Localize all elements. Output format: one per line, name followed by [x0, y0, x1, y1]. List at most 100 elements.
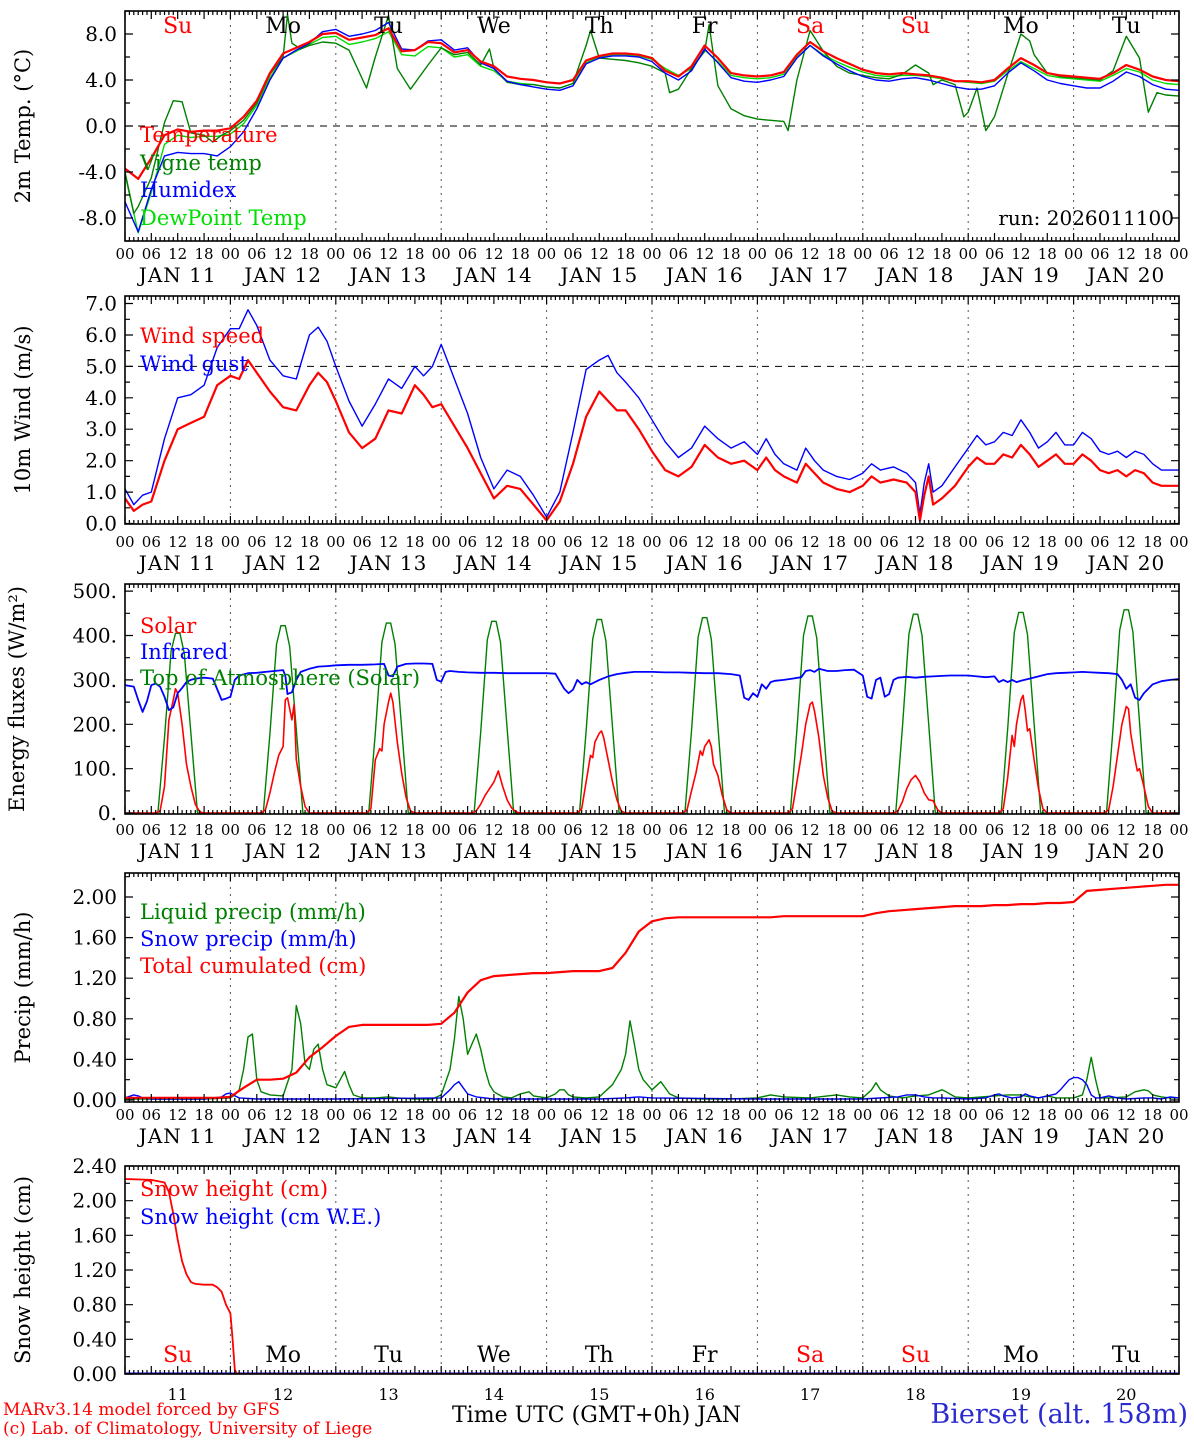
day-label: JAN 19 — [980, 263, 1060, 287]
axis-ticks — [124, 873, 1180, 1102]
legend-label: Humidex — [140, 178, 236, 202]
x-axis-title: Time UTC (GMT+0h) JAN — [452, 1403, 742, 1428]
hour-tick-label: 06 — [353, 533, 372, 551]
weekday-label: We — [477, 1343, 511, 1368]
hour-tick-label: 06 — [669, 821, 688, 839]
hour-tick-label: 00 — [326, 1106, 345, 1124]
hour-tick-label: 18 — [1038, 245, 1057, 263]
day-number-label: 17 — [800, 1385, 820, 1404]
hour-tick-label: 18 — [932, 821, 951, 839]
day-number-label: 11 — [168, 1385, 188, 1404]
hour-tick-label: 06 — [774, 245, 793, 263]
hour-tick-label: 00 — [326, 821, 345, 839]
hour-tick-label: 00 — [537, 1106, 556, 1124]
day-label: JAN 18 — [875, 551, 955, 575]
hour-tick-label: 00 — [642, 1106, 661, 1124]
day-label: JAN 11 — [137, 1124, 217, 1148]
legend-label: Snow height (cm) — [140, 1177, 328, 1201]
hour-tick-label: 12 — [906, 533, 925, 551]
hour-tick-label: 18 — [405, 1106, 424, 1124]
weekday-label: Tu — [374, 1343, 403, 1368]
hour-tick-label: 06 — [142, 821, 161, 839]
legend-label: Wind speed — [140, 324, 264, 348]
weekday-label: Su — [901, 14, 930, 39]
weekday-label: We — [477, 14, 511, 39]
hour-tick-label: 00 — [959, 245, 978, 263]
hour-tick-label: 12 — [168, 821, 187, 839]
weekday-label: Mo — [265, 14, 301, 39]
day-label: JAN 14 — [453, 1124, 533, 1148]
y-axis-title: 2m Temp. (°C) — [11, 49, 35, 203]
day-label: JAN 15 — [558, 263, 638, 287]
hour-tick-label: 12 — [274, 1106, 293, 1124]
day-label: JAN 16 — [664, 551, 744, 575]
day-label: JAN 12 — [242, 551, 322, 575]
hour-tick-label: 06 — [563, 1106, 582, 1124]
hour-tick-label: 00 — [853, 533, 872, 551]
hour-tick-label: 12 — [695, 245, 714, 263]
y-tick-label: 0.00 — [72, 1362, 117, 1386]
hour-tick-label: 06 — [247, 1106, 266, 1124]
hour-tick-label: 06 — [563, 533, 582, 551]
panel-snow: 2.40 2.00 1.60 1.20 0.80 0.40 0.00 Snow height … — [11, 1154, 1180, 1404]
hour-tick-label: 00 — [853, 245, 872, 263]
model-credit-line1: MARv3.14 model forced by GFS — [3, 1400, 280, 1420]
hour-tick-label: 00 — [1064, 821, 1083, 839]
hour-tick-label: 12 — [590, 1106, 609, 1124]
y-tick-label: 1.20 — [72, 966, 117, 990]
day-label: JAN 13 — [348, 1124, 428, 1148]
day-label: JAN 15 — [558, 551, 638, 575]
y-tick-label: 0. — [98, 801, 117, 825]
day-number-label: 13 — [378, 1385, 398, 1404]
hour-tick-label: 18 — [932, 1106, 951, 1124]
y-tick-label: 4.0 — [85, 68, 117, 92]
y-tick-label: 7.0 — [85, 292, 117, 316]
weekday-label: Sa — [796, 1343, 824, 1368]
hour-tick-label: 12 — [1011, 1106, 1030, 1124]
hour-tick-label: 00 — [1064, 533, 1083, 551]
y-tick-label: 8.0 — [85, 22, 117, 46]
hour-tick-label: 00 — [1064, 245, 1083, 263]
legend-label: Liquid precip (mm/h) — [140, 900, 366, 924]
hour-tick-label: 00 — [432, 533, 451, 551]
legend-label: Wind gust — [140, 352, 248, 376]
hour-tick-label: 00 — [537, 533, 556, 551]
y-tick-label: 0.80 — [72, 1007, 117, 1031]
hour-tick-label: 00 — [748, 245, 767, 263]
day-label: JAN 19 — [980, 551, 1060, 575]
hour-tick-label: 06 — [458, 533, 477, 551]
day-label: JAN 19 — [980, 839, 1060, 863]
hour-tick-label: 18 — [1038, 821, 1057, 839]
hour-tick-label: 06 — [458, 245, 477, 263]
hour-tick-label: 06 — [669, 533, 688, 551]
day-label: JAN 17 — [769, 263, 849, 287]
hour-tick-label: 00 — [1064, 1106, 1083, 1124]
day-label: JAN 17 — [769, 839, 849, 863]
day-label: JAN 19 — [980, 1124, 1060, 1148]
y-tick-label: 5.0 — [85, 354, 117, 378]
hour-tick-label: 06 — [458, 1106, 477, 1124]
day-label: JAN 20 — [1085, 839, 1165, 863]
legend-label: Vigne temp — [139, 151, 262, 175]
y-tick-label: 0.40 — [72, 1327, 117, 1351]
day-label: JAN 20 — [1085, 551, 1165, 575]
hour-tick-label: 00 — [432, 821, 451, 839]
y-tick-label: 300. — [72, 668, 117, 692]
run-label: run: 2026011100 — [998, 206, 1174, 230]
hour-tick-label: 18 — [616, 821, 635, 839]
panel-energy: 500. 400. 300. 200. 100. 0. Energy fluxes (W/m… — [5, 579, 1189, 863]
series-vigne-temp — [125, 13, 1179, 215]
hour-tick-label: 06 — [142, 1106, 161, 1124]
weekday-label: Tu — [1112, 1343, 1141, 1368]
panel-precip: 2.00 1.60 1.20 0.80 0.40 0.00 Precip (mm/h) 00 0… — [11, 872, 1189, 1148]
day-label: JAN 13 — [348, 551, 428, 575]
weekday-label: Fr — [692, 1343, 718, 1368]
day-label: JAN 18 — [875, 839, 955, 863]
day-label: JAN 15 — [558, 839, 638, 863]
hour-tick-label: 06 — [774, 1106, 793, 1124]
hour-tick-label: 18 — [722, 1106, 741, 1124]
day-label: JAN 15 — [558, 1124, 638, 1148]
hour-tick-label: 06 — [880, 821, 899, 839]
